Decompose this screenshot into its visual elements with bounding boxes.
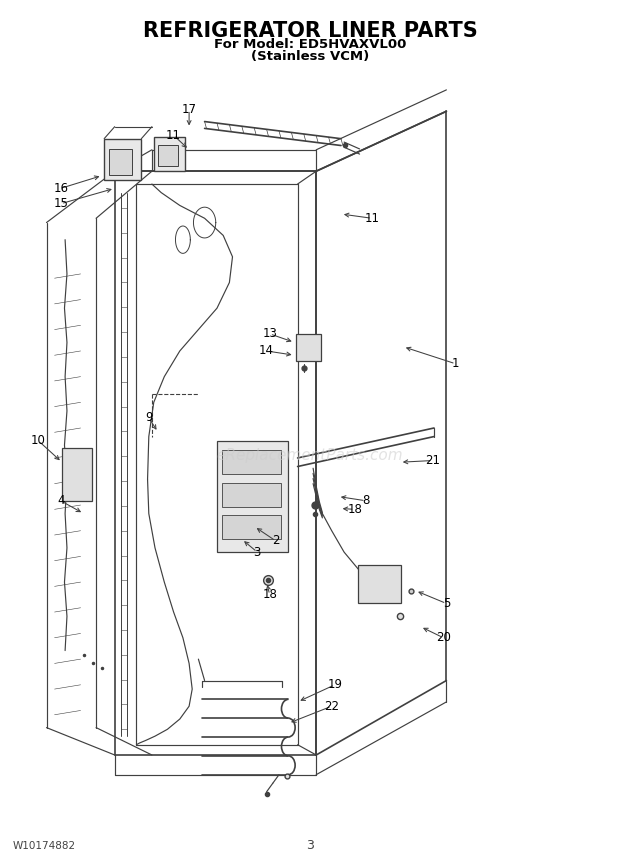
FancyBboxPatch shape [222,483,281,507]
Text: For Model: ED5HVAXVL00: For Model: ED5HVAXVL00 [214,38,406,51]
Text: 18: 18 [347,502,362,516]
Text: 13: 13 [262,327,277,341]
Text: 4: 4 [57,494,64,508]
Text: (Stainless VCM): (Stainless VCM) [251,50,369,63]
Text: 19: 19 [327,678,342,692]
Text: REFRIGERATOR LINER PARTS: REFRIGERATOR LINER PARTS [143,21,477,41]
Text: 3: 3 [306,839,314,853]
Text: 22: 22 [324,699,339,713]
FancyBboxPatch shape [222,515,281,539]
Text: 10: 10 [31,434,46,448]
FancyBboxPatch shape [104,139,141,180]
Text: 17: 17 [182,103,197,116]
FancyBboxPatch shape [62,448,92,501]
Text: 21: 21 [425,454,440,467]
FancyBboxPatch shape [217,441,288,552]
Text: 1: 1 [452,357,459,371]
Text: 15: 15 [53,197,68,211]
Text: W10174882: W10174882 [12,841,76,851]
Text: 3: 3 [254,545,261,559]
FancyBboxPatch shape [222,450,281,474]
FancyBboxPatch shape [296,334,321,361]
Text: 11: 11 [365,211,379,225]
Text: 14: 14 [259,344,274,358]
Text: 2: 2 [272,534,280,548]
Text: 9: 9 [145,411,153,425]
FancyBboxPatch shape [154,137,185,171]
FancyBboxPatch shape [358,565,401,603]
Text: 5: 5 [443,597,450,610]
Text: 11: 11 [166,128,181,142]
Text: 18: 18 [262,588,277,602]
FancyBboxPatch shape [108,149,132,175]
Text: 20: 20 [436,631,451,645]
Text: eReplacementParts.com: eReplacementParts.com [216,448,404,463]
Text: 16: 16 [53,181,68,195]
Text: 8: 8 [362,494,370,508]
FancyBboxPatch shape [158,145,178,166]
